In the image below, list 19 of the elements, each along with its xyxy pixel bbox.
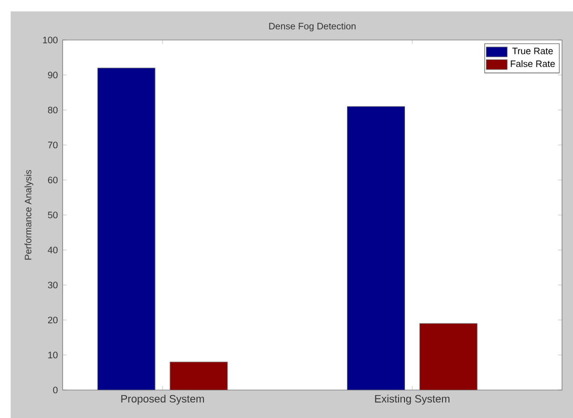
y-tick-label: 100 <box>43 36 58 44</box>
y-tick-label: 70 <box>48 142 58 148</box>
legend-label: True Rate <box>512 48 553 54</box>
y-axis-title: Performance Analysis <box>24 170 34 260</box>
x-tick-label: Existing System <box>375 394 450 405</box>
bar <box>419 323 478 390</box>
y-tick-label: 40 <box>48 246 58 254</box>
bar <box>170 362 228 390</box>
y-tick-label: 90 <box>48 72 58 78</box>
y-tick-label: 0 <box>53 386 58 394</box>
y-tick-label: 30 <box>48 282 58 288</box>
chart-title: Dense Fog Detection <box>269 22 356 32</box>
y-tick-label: 10 <box>48 352 58 358</box>
y-tick-label: 50 <box>48 212 58 218</box>
legend-label: False Rate <box>510 60 555 68</box>
y-tick-label: 20 <box>48 316 58 324</box>
x-tick-label: Proposed System <box>121 394 204 405</box>
y-tick-label: 80 <box>48 106 58 114</box>
y-tick-label: 60 <box>48 176 58 184</box>
